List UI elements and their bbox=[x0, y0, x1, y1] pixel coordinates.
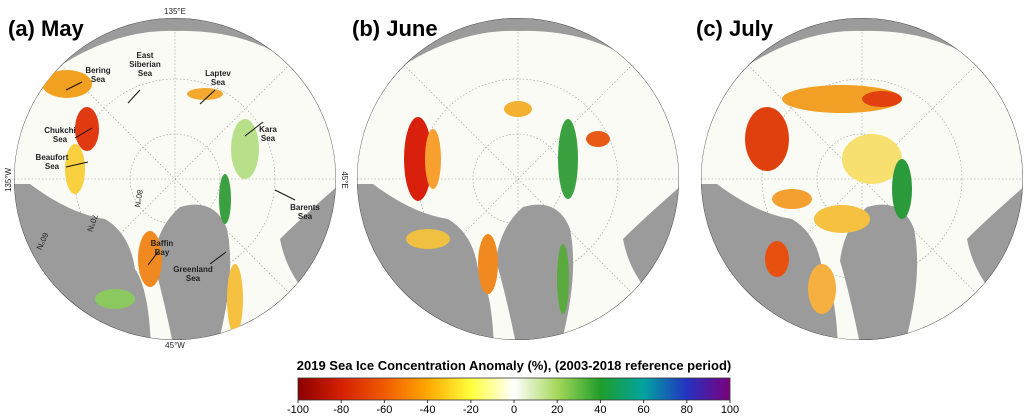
colorbar-tick-label: -80 bbox=[333, 404, 349, 416]
region-label: Barents bbox=[290, 203, 320, 212]
colorbar-tick-label: -60 bbox=[376, 404, 392, 416]
region-label: Bay bbox=[155, 248, 170, 257]
colorbar-tick-label: 20 bbox=[551, 404, 563, 416]
region-label: Kara bbox=[259, 125, 277, 134]
colorbar-tick-label: 0 bbox=[511, 404, 517, 416]
map-panel-a bbox=[14, 18, 336, 340]
region-label: Sea bbox=[186, 274, 201, 283]
panel-title: (b) June bbox=[352, 16, 438, 41]
graticule-label: 135°E bbox=[164, 7, 186, 16]
graticule-label: 45°E bbox=[340, 171, 349, 188]
region-label: Laptev bbox=[205, 69, 231, 78]
region-label: Sea bbox=[45, 162, 60, 171]
region-label: Beaufort bbox=[36, 153, 69, 162]
region-label: Sea bbox=[211, 78, 226, 87]
graticule-label: 45°W bbox=[165, 341, 185, 350]
colorbar-bar bbox=[297, 377, 731, 401]
colorbar-tick-label: 60 bbox=[637, 404, 649, 416]
panel-title: (a) May bbox=[8, 16, 85, 41]
region-label: Siberian bbox=[129, 60, 161, 69]
map-panel-c bbox=[701, 18, 1023, 340]
colorbar-tick-label: 100 bbox=[721, 404, 739, 416]
panel-title: (c) July bbox=[696, 16, 774, 41]
colorbar-tick-label: 40 bbox=[594, 404, 606, 416]
region-label: East bbox=[137, 51, 154, 60]
region-label: Sea bbox=[298, 212, 313, 221]
region-label: Sea bbox=[261, 134, 276, 143]
region-label: Bering bbox=[85, 66, 110, 75]
region-label: Sea bbox=[53, 135, 68, 144]
region-label: Greenland bbox=[173, 265, 213, 274]
colorbar-tick-label: -20 bbox=[463, 404, 479, 416]
colorbar-tick-label: -40 bbox=[420, 404, 436, 416]
colorbar-tick-label: -100 bbox=[287, 404, 309, 416]
region-label: Chukchi bbox=[44, 126, 76, 135]
graticule-label: 135°W bbox=[4, 168, 13, 193]
colorbar-title: 2019 Sea Ice Concentration Anomaly (%), … bbox=[297, 358, 731, 373]
region-pointers bbox=[65, 81, 296, 266]
region-label: Baffin bbox=[151, 239, 174, 248]
colorbar: -100 -80 -60 -40 -20 0 20 40 60 80 100 bbox=[287, 377, 739, 416]
colorbar-tick-label: 80 bbox=[681, 404, 693, 416]
region-label: Sea bbox=[138, 69, 153, 78]
graticule-label: 80°N bbox=[132, 189, 144, 208]
map-panel-b bbox=[357, 18, 679, 340]
region-label: Sea bbox=[91, 75, 106, 84]
